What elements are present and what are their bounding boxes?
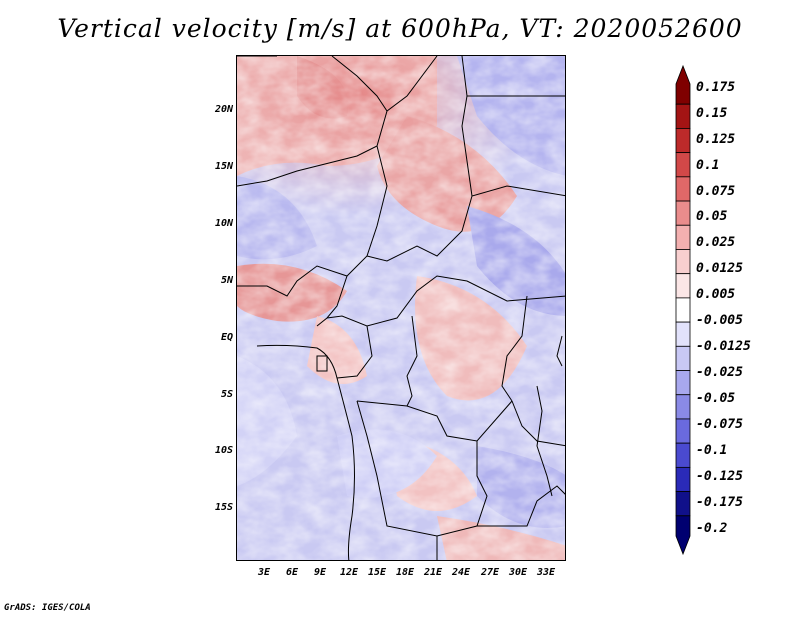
colorbar-label: -0.075 [696,417,743,432]
colorbar-swatch [675,224,691,250]
colorbar-swatch [675,515,691,556]
lon-label: 27E [480,567,500,578]
lat-label: 10S [214,445,233,456]
colorbar-label: 0.025 [696,235,736,250]
lat-label: 20N [214,104,233,115]
colorbar-label: -0.2 [696,521,728,536]
colorbar-label: 0.075 [696,184,736,199]
lon-label: 18E [395,567,415,578]
colorbar-swatch [675,321,691,347]
colorbar-label: -0.025 [696,365,743,380]
colorbar-swatch [675,466,691,492]
lon-label: 21E [423,567,443,578]
colorbar-label: 0.1 [696,158,720,173]
lat-label: EQ [220,332,233,343]
colorbar-label: 0.0125 [696,261,743,276]
colorbar-swatch [675,64,691,105]
colorbar-label: -0.005 [696,313,743,328]
lon-label: 24E [451,567,471,578]
colorbar-label: 0.05 [696,209,728,224]
colorbar-label: 0.125 [696,132,736,147]
lon-label: 15E [367,567,387,578]
country-borders [237,56,565,560]
chart-title: Vertical velocity [m/s] at 600hPa, VT: 2… [57,14,743,43]
colorbar-label: -0.1 [696,443,728,458]
lat-label: 15S [214,502,233,513]
lat-label: 5N [220,275,233,286]
map-panel [236,55,566,561]
colorbar-label: 0.175 [696,80,736,95]
colorbar-label: -0.05 [696,391,736,406]
lon-label: 30E [508,567,528,578]
lat-label: 5S [220,389,233,400]
colorbar-swatch [675,345,691,371]
colorbar-label: -0.175 [696,495,743,510]
colorbar-swatch [675,249,691,275]
colorbar-swatch [675,273,691,299]
colorbar-swatch [675,442,691,468]
lat-label: 10N [214,218,233,229]
colorbar [675,64,691,556]
lon-label: 9E [313,567,327,578]
lon-label: 33E [536,567,556,578]
noise-overlay [237,56,565,560]
colorbar-swatches [675,64,691,556]
colorbar-label: 0.005 [696,287,736,302]
colorbar-swatch [675,491,691,517]
colorbar-swatch [675,176,691,202]
lon-label: 6E [285,567,299,578]
colorbar-swatch [675,200,691,226]
credit-text: GrADS: IGES/COLA [4,603,91,613]
colorbar-swatch [675,128,691,154]
lon-label: 12E [339,567,359,578]
velocity-field [237,56,565,560]
colorbar-label: -0.0125 [696,339,751,354]
colorbar-swatch [675,152,691,178]
colorbar-swatch [675,103,691,129]
colorbar-label: -0.125 [696,469,743,484]
lat-label: 15N [214,161,233,172]
colorbar-swatch [675,370,691,396]
colorbar-label: 0.15 [696,106,728,121]
colorbar-swatch [675,297,691,323]
lon-label: 3E [257,567,271,578]
colorbar-swatch [675,418,691,444]
colorbar-swatch [675,394,691,420]
